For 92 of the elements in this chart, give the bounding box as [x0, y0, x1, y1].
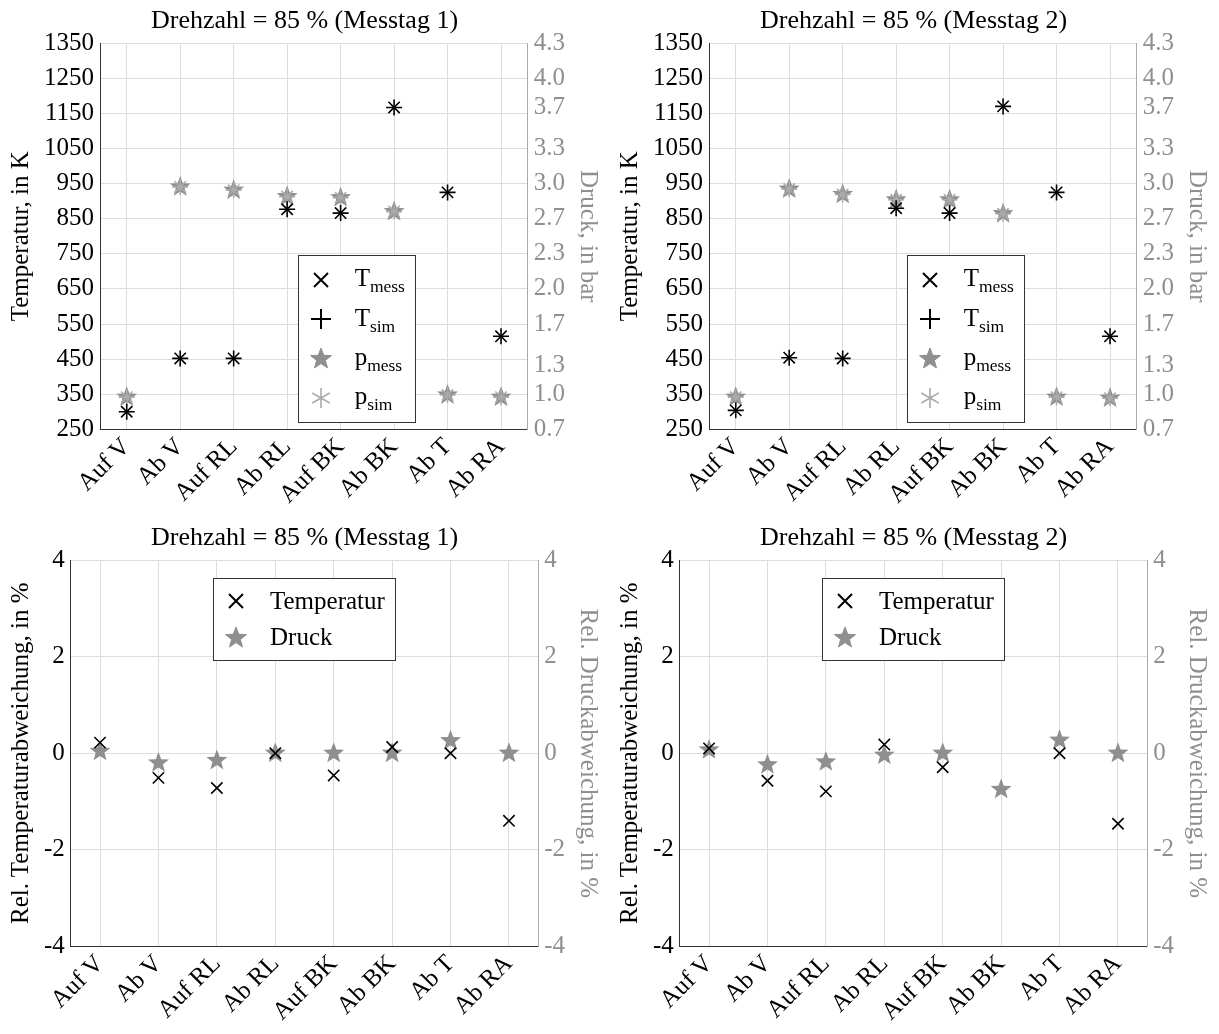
chart-title: Drehzahl = 85 % (Messtag 1)	[150, 522, 459, 552]
y2-tick-label: 4	[1153, 544, 1167, 572]
y-tick-label: 650	[665, 273, 703, 301]
y2-tick-label: 3.3	[1142, 133, 1174, 161]
legend-label: T$_{mess}$	[963, 263, 1014, 299]
y-tick-label: 4	[52, 544, 66, 572]
y2-tick-label: 2.3	[533, 238, 565, 266]
y-tick-label: 1050	[44, 133, 94, 161]
y2-tick-label: 4.3	[533, 27, 565, 55]
y-tick-label: 1050	[653, 133, 703, 161]
y-tick-label: 350	[665, 378, 703, 406]
y2-tick-label: -4	[1153, 930, 1175, 958]
y2-tick-label: 4.0	[1142, 62, 1174, 90]
y2-tick-label: 1.0	[533, 378, 565, 406]
y2-tick-label: 1.3	[533, 349, 565, 377]
y2-tick-label: 1.3	[1142, 349, 1174, 377]
y-tick-label: 550	[56, 308, 94, 336]
chart-title: Drehzahl = 85 % (Messtag 2)	[759, 5, 1068, 35]
y2-tick-label: -2	[1153, 834, 1174, 862]
legend-label: T$_{sim}$	[354, 302, 396, 338]
legend-label: Druck	[270, 622, 333, 653]
y-tick-label: 650	[56, 273, 94, 301]
y2-tick-label: 4.3	[1142, 27, 1174, 55]
y-tick-label: -2	[44, 834, 65, 862]
chart-title: Drehzahl = 85 % (Messtag 1)	[150, 5, 459, 35]
legend-label: p$_{mess}$	[354, 342, 403, 378]
y-axis-title: Rel. Temperaturabweichung, in %	[5, 582, 33, 924]
y-tick-label: 750	[665, 238, 703, 266]
y-tick-label: 850	[56, 203, 94, 231]
y-tick-label: 750	[56, 238, 94, 266]
y-tick-label: 950	[56, 168, 94, 196]
y-tick-label: 950	[665, 168, 703, 196]
y2-tick-label: 3.7	[533, 92, 565, 120]
y2-tick-label: 0	[1153, 737, 1166, 765]
y2-tick-label: 1.0	[1142, 378, 1174, 406]
y2-axis-title: Druck, in bar	[576, 169, 604, 304]
y-tick-label: 1250	[653, 62, 703, 90]
y-tick-label: 250	[665, 413, 703, 441]
y2-tick-label: 2.0	[533, 273, 565, 301]
legend-label: Temperatur	[270, 586, 385, 617]
y-axis-title: Rel. Temperaturabweichung, in %	[614, 582, 642, 924]
y2-tick-label: 2.0	[1142, 273, 1174, 301]
y2-axis-title: Rel. Druckabweichung, in %	[1185, 608, 1213, 899]
y-tick-label: 450	[56, 343, 94, 371]
y2-tick-label: 4	[544, 544, 558, 572]
y2-axis-title: Rel. Druckabweichung, in %	[576, 608, 604, 899]
legend-label: Druck	[879, 622, 942, 653]
y2-tick-label: 2.3	[1142, 238, 1174, 266]
legend-label: p$_{sim}$	[354, 381, 393, 417]
y-tick-label: 0	[661, 737, 674, 765]
y-tick-label: 2	[52, 641, 65, 669]
y2-tick-label: 2	[1153, 641, 1166, 669]
legend-label: T$_{mess}$	[354, 263, 405, 299]
y2-tick-label: 0.7	[1142, 413, 1174, 441]
y2-tick-label: 0.7	[533, 413, 565, 441]
y-tick-label: 1250	[44, 62, 94, 90]
y2-tick-label: 4.0	[533, 62, 565, 90]
y-tick-label: 1150	[653, 97, 703, 125]
legend-label: p$_{sim}$	[963, 381, 1002, 417]
y2-tick-label: 2.7	[533, 203, 565, 231]
y2-tick-label: 1.7	[533, 308, 565, 336]
y2-tick-label: 2	[544, 641, 557, 669]
y2-tick-label: 3.7	[1142, 92, 1174, 120]
y-tick-label: 1150	[44, 97, 94, 125]
y-tick-label: 350	[56, 378, 94, 406]
y2-tick-label: 3.0	[533, 168, 565, 196]
y2-tick-label: 2.7	[1142, 203, 1174, 231]
y2-tick-label: 3.3	[533, 133, 565, 161]
y2-tick-label: 0	[544, 737, 557, 765]
y-tick-label: 250	[56, 413, 94, 441]
y-tick-label: 4	[661, 544, 675, 572]
y-tick-label: 850	[665, 203, 703, 231]
y2-tick-label: -2	[544, 834, 565, 862]
legend-label: p$_{mess}$	[963, 342, 1012, 378]
y2-tick-label: -4	[544, 930, 566, 958]
chart-title: Drehzahl = 85 % (Messtag 2)	[759, 522, 1068, 552]
y-axis-title: Temperatur, in K	[5, 151, 33, 322]
y-tick-label: 0	[52, 737, 65, 765]
y-axis-title: Temperatur, in K	[614, 151, 642, 322]
y-tick-label: 550	[665, 308, 703, 336]
legend-label: T$_{sim}$	[963, 302, 1005, 338]
y-tick-label: -4	[44, 930, 66, 958]
y-tick-label: -4	[653, 930, 675, 958]
legend-label: Temperatur	[879, 586, 994, 617]
y2-tick-label: 3.0	[1142, 168, 1174, 196]
y-tick-label: 1350	[44, 27, 94, 55]
y2-axis-title: Druck, in bar	[1185, 169, 1213, 304]
y-tick-label: 450	[665, 343, 703, 371]
y-tick-label: 2	[661, 641, 674, 669]
y2-tick-label: 1.7	[1142, 308, 1174, 336]
y-tick-label: -2	[653, 834, 674, 862]
y-tick-label: 1350	[653, 27, 703, 55]
